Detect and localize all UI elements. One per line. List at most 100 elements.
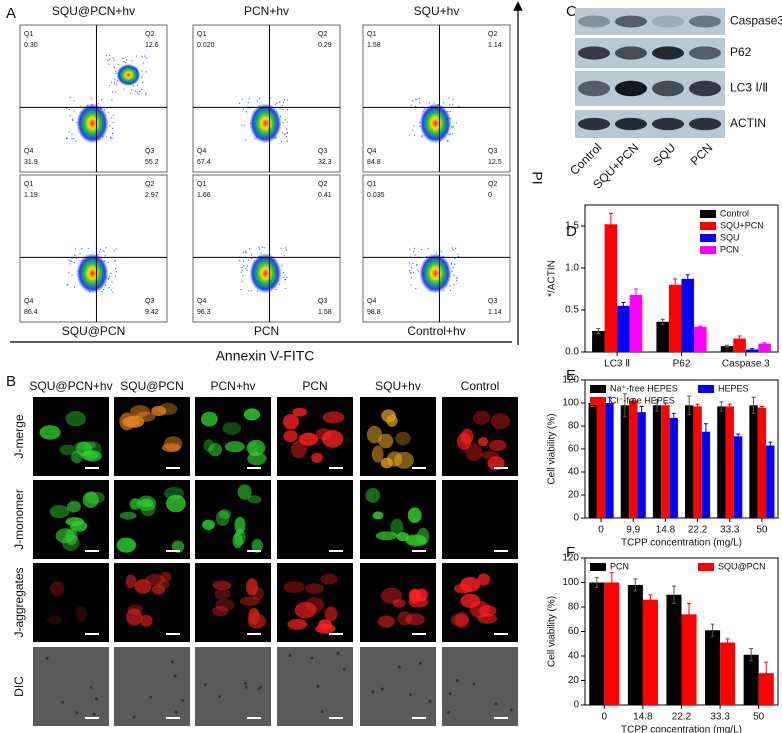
- legend-swatch: [700, 222, 716, 230]
- flow-dot: [111, 99, 113, 101]
- flow-dot: [117, 63, 119, 66]
- blot-band: [652, 117, 684, 131]
- flow-dot: [284, 119, 287, 121]
- cell-blob: [65, 411, 86, 427]
- flow-dot: [141, 76, 143, 78]
- flow-dot: [433, 102, 435, 104]
- flow-dot: [111, 137, 113, 139]
- bar: [766, 445, 775, 518]
- flow-dot: [443, 102, 445, 104]
- blot-band: [578, 117, 610, 131]
- flow-dot: [454, 263, 456, 265]
- cell-blob: [318, 619, 332, 631]
- flow-dot: [270, 97, 272, 99]
- flow-dot: [450, 264, 452, 266]
- bar: [596, 403, 606, 518]
- cell-blob: [214, 588, 231, 600]
- quadrant-name: Q1: [24, 31, 33, 38]
- flow-dot: [449, 285, 451, 287]
- dic-speck: [418, 661, 422, 665]
- flow-dot: [111, 117, 113, 119]
- micro-image: [195, 647, 271, 726]
- flow-dot: [111, 81, 113, 84]
- flow-dot: [443, 290, 445, 292]
- cell-blob: [243, 408, 261, 421]
- y-tick-label: 20: [568, 490, 580, 501]
- flow-dot: [87, 247, 90, 249]
- flow-dot: [428, 102, 430, 104]
- flow-dot: [274, 103, 277, 105]
- quadrant-value: 96.3: [197, 309, 211, 316]
- flow-dot: [246, 265, 248, 267]
- flow-dot: [452, 104, 454, 106]
- flow-dot: [275, 288, 278, 291]
- error-bar: [594, 577, 599, 588]
- flow-dot: [123, 61, 125, 63]
- dic-speck: [380, 687, 384, 691]
- flow-cluster: [76, 253, 109, 294]
- flow-cluster: [116, 64, 141, 86]
- quadrant-name: Q1: [197, 31, 206, 38]
- bar: [694, 326, 707, 352]
- flow-dot: [455, 277, 457, 280]
- quadrant-value: 86.4: [24, 309, 38, 316]
- flow-dot: [409, 248, 411, 250]
- dic-speck: [448, 692, 452, 696]
- bar: [588, 403, 597, 518]
- flow-dot: [412, 251, 415, 253]
- cell-blob: [160, 571, 172, 582]
- flow-dot: [285, 247, 287, 249]
- error-bar: [768, 441, 773, 450]
- dic-speck: [455, 678, 459, 682]
- y-tick-label: 1.0: [565, 263, 579, 274]
- bar: [725, 406, 734, 518]
- cell-blob: [456, 432, 472, 450]
- flow-dot: [283, 254, 285, 257]
- legend-label: SQU+PCN: [720, 220, 764, 230]
- dic-speck: [244, 685, 248, 689]
- quadrant-value: 1.66: [197, 192, 211, 199]
- flow-dot: [71, 119, 74, 122]
- error-bar: [621, 301, 626, 310]
- flow-dot: [247, 259, 250, 261]
- cell-blob: [386, 414, 398, 427]
- flow-dot: [126, 59, 128, 61]
- flow-dot: [68, 259, 70, 261]
- quadrant-value: 1.58: [318, 309, 332, 316]
- legend-label: PCN: [720, 244, 739, 254]
- micro-image: [442, 647, 518, 726]
- flow-dot: [138, 91, 140, 93]
- quadrant-value: 2.97: [145, 192, 159, 199]
- micro-column-title: SQU@PCN: [120, 379, 184, 393]
- flow-dot: [283, 271, 285, 274]
- flow-dot: [134, 90, 137, 92]
- flow-dot: [111, 133, 114, 135]
- flow-dot: [69, 263, 71, 265]
- flow-plot-frame: [362, 24, 511, 173]
- cell-blob: [407, 507, 422, 524]
- bar: [604, 582, 620, 705]
- dic-speck: [203, 683, 207, 687]
- flow-dot: [138, 93, 140, 95]
- flow-dot: [456, 279, 458, 282]
- flow-dot: [256, 290, 258, 292]
- micro-column-title: SQU@PCN+hv: [29, 379, 112, 393]
- flow-dot: [419, 102, 421, 104]
- flow-dot: [75, 140, 77, 142]
- panel-letter: E: [566, 367, 576, 384]
- cell-blob: [375, 531, 398, 541]
- flow-dot: [416, 264, 418, 266]
- flow-dot: [114, 275, 117, 278]
- legend-label: SQU: [720, 232, 740, 242]
- flow-dot: [408, 134, 411, 136]
- bar: [642, 599, 658, 705]
- flow-cluster: [76, 103, 109, 144]
- flow-dot: [251, 254, 253, 256]
- flow-cluster: [249, 103, 282, 144]
- error-bar: [727, 403, 732, 410]
- y-tick-label: 0.0: [565, 347, 579, 358]
- dic-speck: [397, 665, 401, 669]
- flow-dot: [245, 251, 247, 254]
- flow-dot: [259, 248, 261, 250]
- cell-blob: [473, 410, 491, 425]
